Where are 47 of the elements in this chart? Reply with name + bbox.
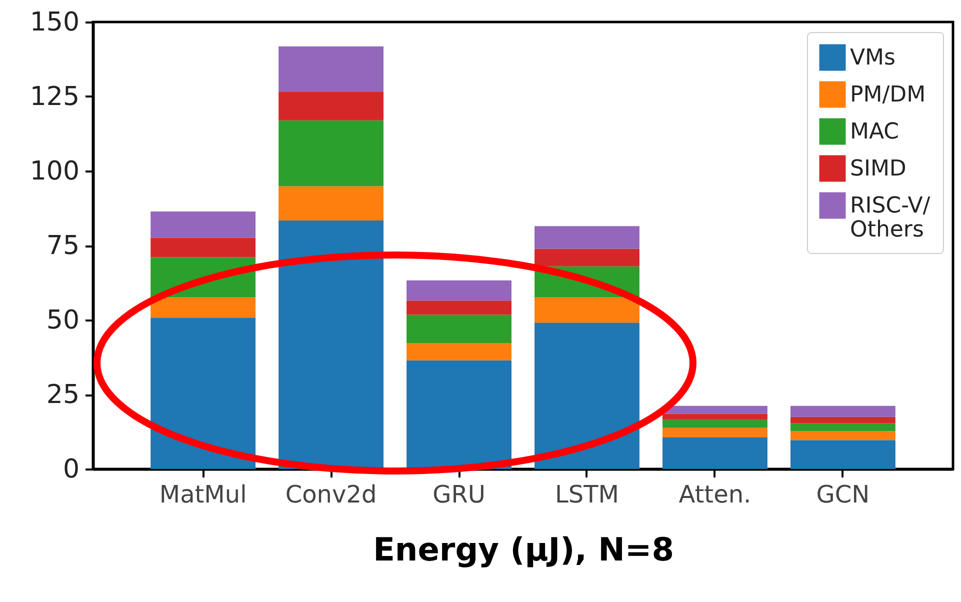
- bar: [662, 437, 768, 469]
- legend-label: SIMD: [850, 156, 906, 182]
- x-axis-title: Energy (μJ), N=8: [373, 530, 674, 568]
- legend-label: MAC: [850, 120, 900, 144]
- x-tick-label: Atten.: [678, 480, 752, 508]
- bar: [406, 300, 512, 315]
- bar: [278, 220, 384, 469]
- x-tick-label: GRU: [432, 480, 486, 508]
- y-tick-label: 125: [30, 82, 80, 112]
- bar: [278, 186, 384, 220]
- y-tick-label: 150: [30, 8, 80, 38]
- legend-label: PM/DM: [850, 82, 926, 108]
- bar: [406, 280, 512, 301]
- bar: [790, 416, 896, 424]
- bar: [662, 414, 768, 420]
- x-tick-label: LSTM: [554, 480, 619, 508]
- bar: [790, 440, 896, 469]
- bar: [662, 428, 768, 438]
- bar: [790, 406, 896, 417]
- bar: [278, 92, 384, 120]
- bar: [534, 322, 640, 469]
- legend-label: VMs: [850, 46, 896, 70]
- bar: [406, 360, 512, 469]
- bar: [534, 248, 640, 266]
- bar: [150, 238, 256, 258]
- y-tick-label: 0: [62, 454, 80, 484]
- x-tick-label: Conv2d: [285, 480, 377, 508]
- bar: [278, 120, 384, 186]
- bar: [790, 423, 896, 432]
- bar: [790, 431, 896, 440]
- bar: [150, 212, 256, 238]
- legend-label: RISC-V/ Others: [850, 194, 931, 242]
- bar: [406, 314, 512, 343]
- y-tick-label: 75: [46, 231, 80, 261]
- bar: [662, 406, 768, 414]
- y-tick-label: 50: [46, 306, 80, 336]
- bar: [534, 297, 640, 323]
- bar: [662, 420, 768, 428]
- x-tick-label: MatMul: [159, 480, 247, 508]
- x-tick-label: GCN: [816, 480, 870, 508]
- bar: [150, 318, 256, 469]
- bar: [534, 226, 640, 249]
- bar: [278, 46, 384, 92]
- y-tick-label: 100: [30, 156, 80, 186]
- y-tick-label: 25: [46, 380, 80, 410]
- bar: [406, 342, 512, 360]
- bar: [150, 297, 256, 318]
